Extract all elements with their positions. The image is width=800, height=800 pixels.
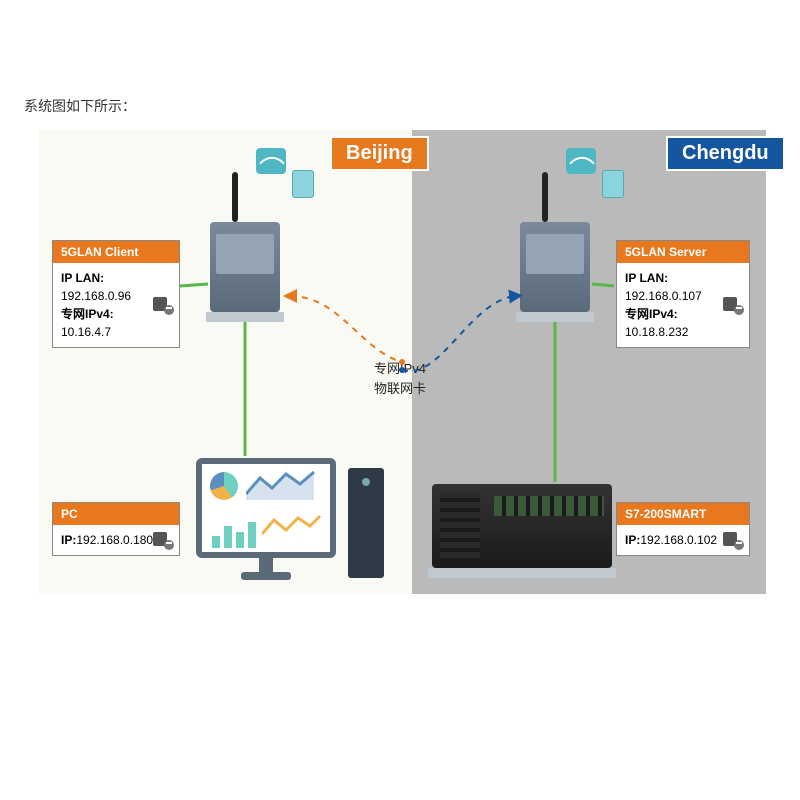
diagram-canvas: 系统图如下所示： Beijing Chengdu 5GLAN Client IP… bbox=[0, 0, 800, 800]
label: IP: bbox=[61, 533, 76, 547]
connection-label: 专网IPv4 bbox=[374, 358, 426, 377]
info-header: 5GLAN Server bbox=[617, 241, 749, 263]
info-box-pc: PC IP:192.168.0.180 bbox=[52, 502, 180, 556]
label: IP LAN: bbox=[61, 269, 171, 287]
info-header: 5GLAN Client bbox=[53, 241, 179, 263]
info-box-server: 5GLAN Server IP LAN: 192.168.0.107 专网IPv… bbox=[616, 240, 750, 348]
plc-device bbox=[432, 484, 612, 568]
value: 192.168.0.180 bbox=[76, 533, 153, 547]
pc-device bbox=[196, 458, 396, 588]
label: IP LAN: bbox=[625, 269, 741, 287]
sim-card-icon bbox=[292, 170, 314, 198]
connection-label: 物联网卡 bbox=[374, 378, 426, 397]
info-box-plc: S7-200SMART IP:192.168.0.102 bbox=[616, 502, 750, 556]
device-icon bbox=[721, 293, 745, 317]
city-badge-chengdu: Chengdu bbox=[666, 136, 785, 171]
wifi-icon bbox=[256, 148, 286, 174]
info-header: S7-200SMART bbox=[617, 503, 749, 525]
sim-card-icon bbox=[602, 170, 624, 198]
label: IP: bbox=[625, 533, 640, 547]
plc-rail bbox=[428, 568, 616, 578]
value: 192.168.0.102 bbox=[640, 533, 717, 547]
wifi-icon bbox=[566, 148, 596, 174]
device-icon bbox=[151, 528, 175, 552]
info-header: PC bbox=[53, 503, 179, 525]
page-title: 系统图如下所示： bbox=[24, 96, 136, 116]
info-box-client: 5GLAN Client IP LAN: 192.168.0.96 专网IPv4… bbox=[52, 240, 180, 348]
router-device bbox=[210, 212, 280, 322]
value: 10.16.4.7 bbox=[61, 323, 171, 341]
city-badge-beijing: Beijing bbox=[330, 136, 429, 171]
router-device bbox=[520, 212, 590, 322]
device-icon bbox=[151, 293, 175, 317]
value: 10.18.8.232 bbox=[625, 323, 741, 341]
device-icon bbox=[721, 528, 745, 552]
